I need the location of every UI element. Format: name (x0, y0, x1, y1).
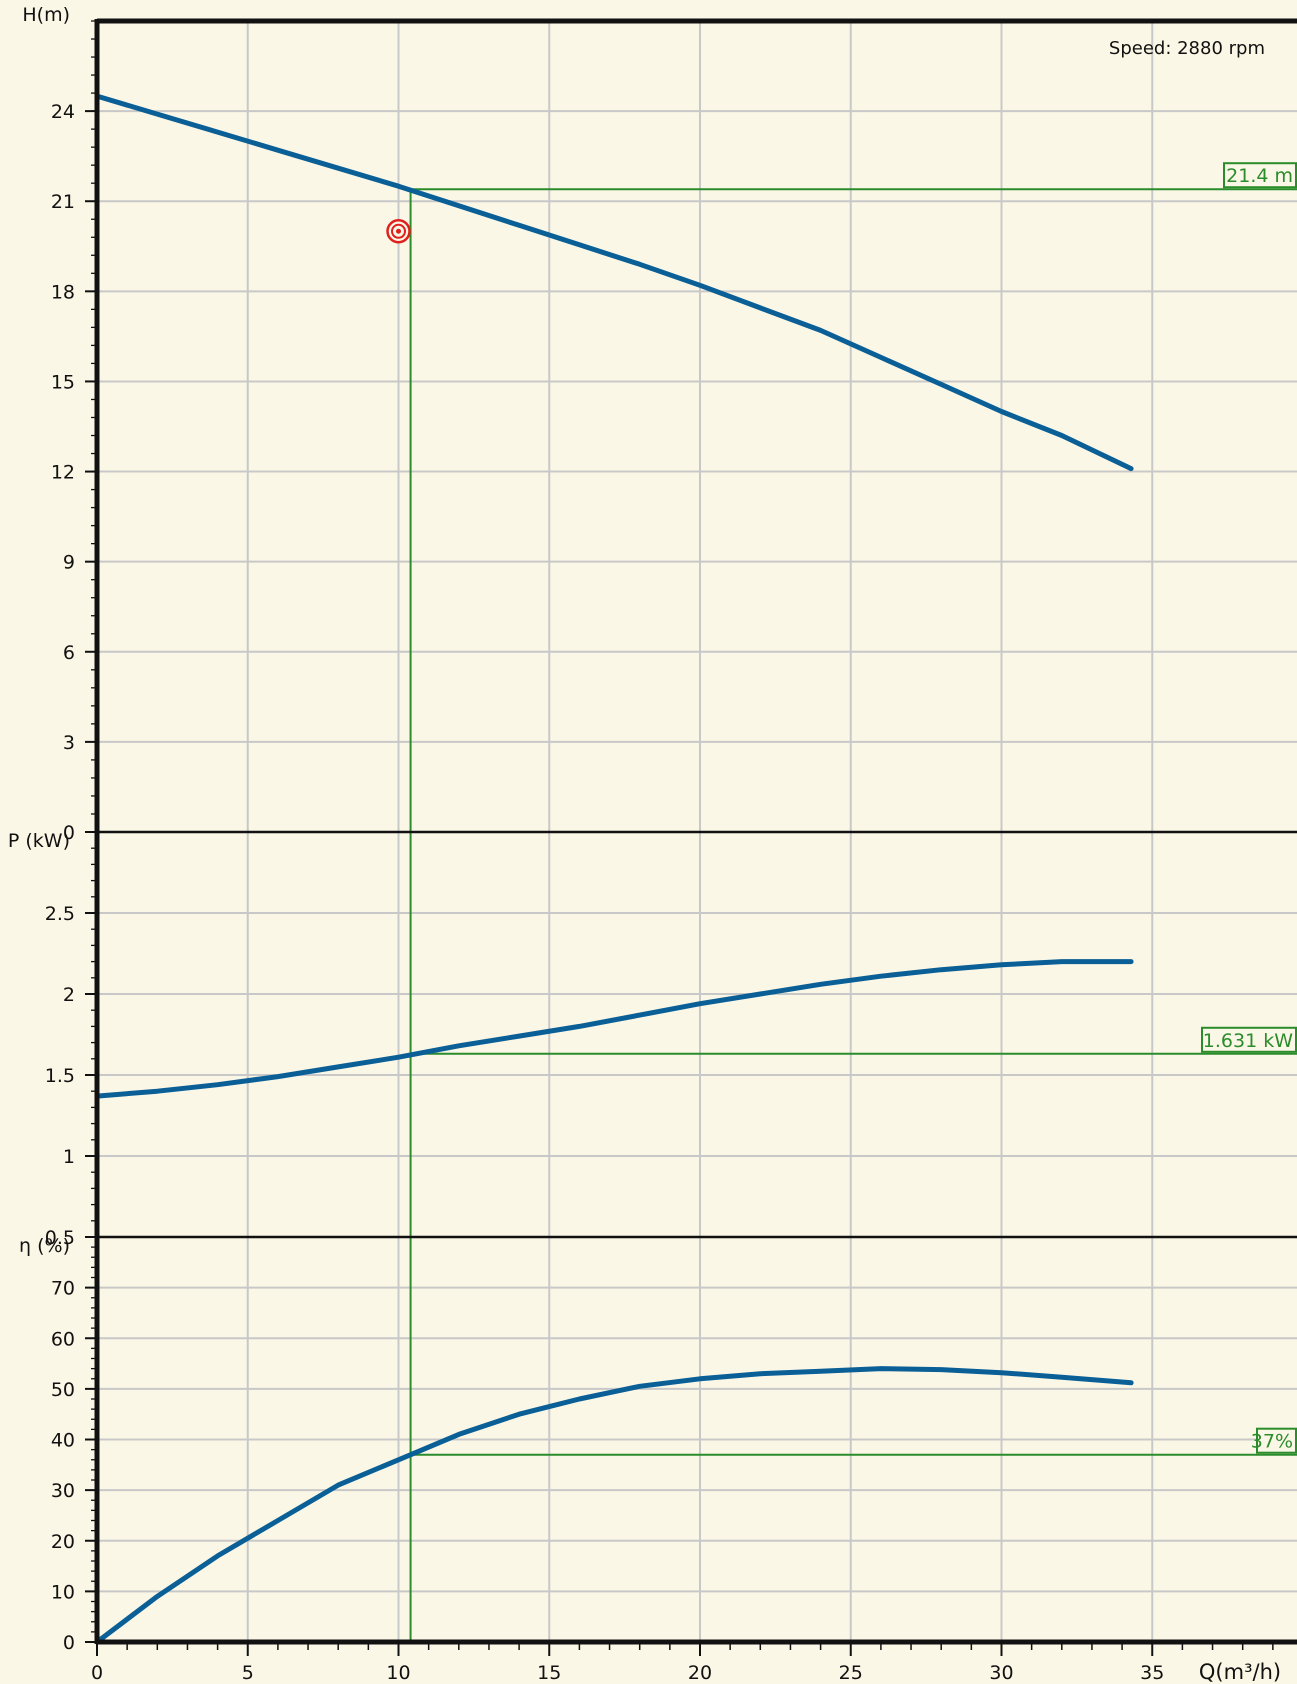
head-y-axis-label: H(m) (22, 4, 70, 26)
x-tick-label-0: 0 (91, 1662, 103, 1684)
efficiency-ytick-label-0: 0 (63, 1632, 75, 1654)
head-curve (94, 93, 1134, 472)
power-curve (94, 959, 1134, 1099)
power-ytick-label-3: 2 (63, 984, 75, 1006)
head-ytick-label-3: 9 (63, 552, 75, 574)
power-y-axis-label: P (kW) (8, 830, 70, 852)
curves-layer (94, 93, 1134, 1645)
head-reading-box (1223, 162, 1297, 189)
x-tick-label-4: 20 (688, 1662, 712, 1684)
power-ytick-label-0: 0.5 (45, 1227, 75, 1249)
efficiency-ytick-label-1: 10 (51, 1581, 75, 1603)
efficiency-ytick-label-6: 60 (51, 1328, 75, 1350)
head-ytick-label-0: 0 (63, 822, 75, 844)
efficiency-ytick-label-2: 20 (51, 1531, 75, 1553)
head-ytick-label-1: 3 (63, 732, 75, 754)
power-reading-box (1201, 1026, 1297, 1053)
x-tick-label-1: 5 (242, 1662, 254, 1684)
x-axis-label: Q(m³/h) (1199, 1660, 1281, 1684)
reading-guides-layer: 21.4 m 1.631 kW 37% (409, 162, 1297, 1642)
axes-layer (85, 18, 1297, 1656)
efficiency-ytick-label-4: 40 (51, 1430, 75, 1452)
x-tick-label-6: 30 (989, 1662, 1013, 1684)
head-ytick-label-4: 12 (51, 462, 75, 484)
x-tick-label-7: 35 (1140, 1662, 1164, 1684)
power-ytick-label-1: 1 (63, 1146, 75, 1168)
head-ytick-label-7: 21 (51, 191, 75, 213)
grid-layer (97, 21, 1297, 1642)
efficiency-ytick-label-7: 70 (51, 1278, 75, 1300)
x-tick-label-5: 25 (839, 1662, 863, 1684)
head-ytick-label-2: 6 (63, 642, 75, 664)
operating-point-dot (396, 228, 401, 234)
operating-point-ring (391, 223, 406, 239)
head-ytick-label-8: 24 (51, 101, 75, 123)
x-tick-label-3: 15 (537, 1662, 561, 1684)
efficiency-reading-label: 37% (1251, 1431, 1293, 1453)
head-reading-label: 21.4 m (1226, 165, 1293, 187)
head-ytick-label-5: 15 (51, 371, 75, 393)
power-ytick-label-4: 2.5 (45, 903, 75, 925)
head-ytick-label-6: 18 (51, 281, 75, 303)
efficiency-ytick-label-3: 30 (51, 1480, 75, 1502)
speed-label: Speed: 2880 rpm (1109, 38, 1265, 59)
efficiency-ytick-label-5: 50 (51, 1379, 75, 1401)
x-tick-label-2: 10 (386, 1662, 410, 1684)
power-ytick-label-2: 1.5 (45, 1065, 75, 1087)
efficiency-curve (94, 1366, 1134, 1645)
efficiency-y-axis-label: η (%) (19, 1235, 70, 1257)
efficiency-reading-box (1256, 1427, 1297, 1454)
power-reading-label: 1.631 kW (1203, 1030, 1293, 1052)
